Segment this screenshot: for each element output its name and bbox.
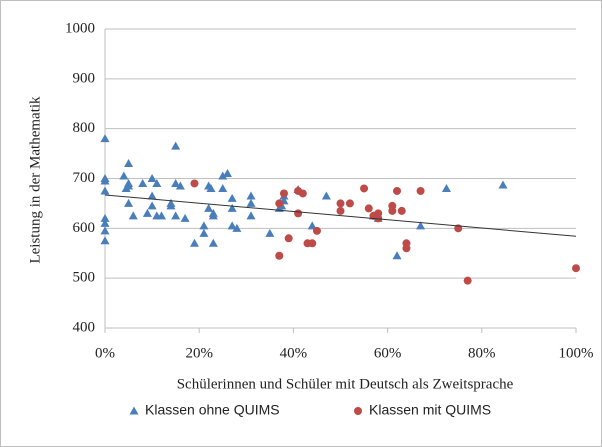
y-tick-label: 700 xyxy=(73,170,96,186)
data-point xyxy=(147,201,157,210)
data-point xyxy=(119,171,129,180)
data-point xyxy=(284,234,293,243)
data-point xyxy=(222,169,232,178)
x-tick-label: 40% xyxy=(280,345,308,361)
data-point xyxy=(227,203,237,212)
data-point xyxy=(218,183,228,192)
data-point xyxy=(142,208,152,217)
x-tick-label: 80% xyxy=(468,345,496,361)
data-point xyxy=(345,199,354,208)
data-point xyxy=(279,189,288,198)
data-point xyxy=(416,221,426,230)
data-point xyxy=(199,221,209,230)
data-point xyxy=(392,251,402,260)
y-tick-label: 500 xyxy=(73,270,96,286)
data-point xyxy=(246,198,256,207)
data-point xyxy=(124,198,134,207)
data-point xyxy=(206,183,216,192)
y-tick-label: 1000 xyxy=(65,20,95,36)
data-point xyxy=(307,221,317,230)
data-point xyxy=(147,191,157,200)
data-point xyxy=(100,176,110,185)
data-point xyxy=(208,208,218,217)
data-point xyxy=(199,228,209,237)
y-tick-label: 800 xyxy=(73,120,96,136)
legend-label: Klassen mit QUIMS xyxy=(369,402,491,418)
data-point xyxy=(171,211,181,220)
data-point xyxy=(100,236,110,245)
data-point xyxy=(190,179,199,188)
data-point xyxy=(171,141,181,150)
x-axis-title: Schülerinnen und Schüler mit Deutsch als… xyxy=(177,376,514,392)
data-point xyxy=(100,186,110,195)
data-point xyxy=(463,276,472,285)
data-point xyxy=(321,191,331,200)
data-point xyxy=(498,180,508,189)
legend-marker xyxy=(354,407,362,415)
data-point xyxy=(124,181,134,190)
data-point xyxy=(100,218,110,227)
data-point xyxy=(441,183,451,192)
data-point xyxy=(157,211,167,220)
y-tick-label: 600 xyxy=(73,220,96,236)
data-point xyxy=(100,226,110,235)
data-point xyxy=(275,199,284,208)
data-point xyxy=(138,178,148,187)
data-point xyxy=(397,206,406,215)
data-point xyxy=(232,223,242,232)
data-point xyxy=(298,189,307,198)
data-point xyxy=(364,204,373,213)
data-point xyxy=(265,228,275,237)
data-point xyxy=(312,226,321,235)
data-point xyxy=(175,181,185,190)
data-point xyxy=(166,201,176,210)
data-point xyxy=(128,211,138,220)
data-point xyxy=(336,199,345,208)
data-point xyxy=(416,186,425,195)
data-point xyxy=(374,214,383,223)
data-point xyxy=(100,213,110,222)
y-axis-title: Leistung in der Mathematik xyxy=(27,96,43,264)
data-point xyxy=(393,186,402,195)
data-point xyxy=(218,171,228,180)
data-point xyxy=(152,178,162,187)
data-point xyxy=(204,203,214,212)
data-point xyxy=(388,206,397,215)
x-tick-label: 0% xyxy=(95,345,115,361)
data-point xyxy=(572,264,580,273)
x-tick-label: 60% xyxy=(374,345,402,361)
data-point xyxy=(294,209,303,218)
data-point xyxy=(171,178,181,187)
data-point xyxy=(402,244,411,253)
data-point xyxy=(336,206,345,215)
data-point xyxy=(227,193,237,202)
legend-label: Klassen ohne QUIMS xyxy=(145,402,280,418)
legend-marker xyxy=(129,406,139,415)
trendline xyxy=(104,194,577,237)
y-tick-label: 900 xyxy=(73,70,96,86)
data-point xyxy=(147,174,157,182)
x-tick-label: 100% xyxy=(559,345,594,361)
y-tick-label: 400 xyxy=(73,319,96,335)
data-point xyxy=(246,211,256,220)
data-point xyxy=(180,213,190,222)
x-tick-label: 20% xyxy=(185,345,213,361)
data-point xyxy=(275,251,284,260)
data-point xyxy=(189,238,199,247)
data-point xyxy=(124,159,134,168)
data-point xyxy=(208,238,218,247)
data-point xyxy=(246,191,256,200)
data-point xyxy=(308,239,317,248)
data-point xyxy=(227,221,237,230)
data-point xyxy=(100,134,110,143)
data-point xyxy=(360,184,369,193)
